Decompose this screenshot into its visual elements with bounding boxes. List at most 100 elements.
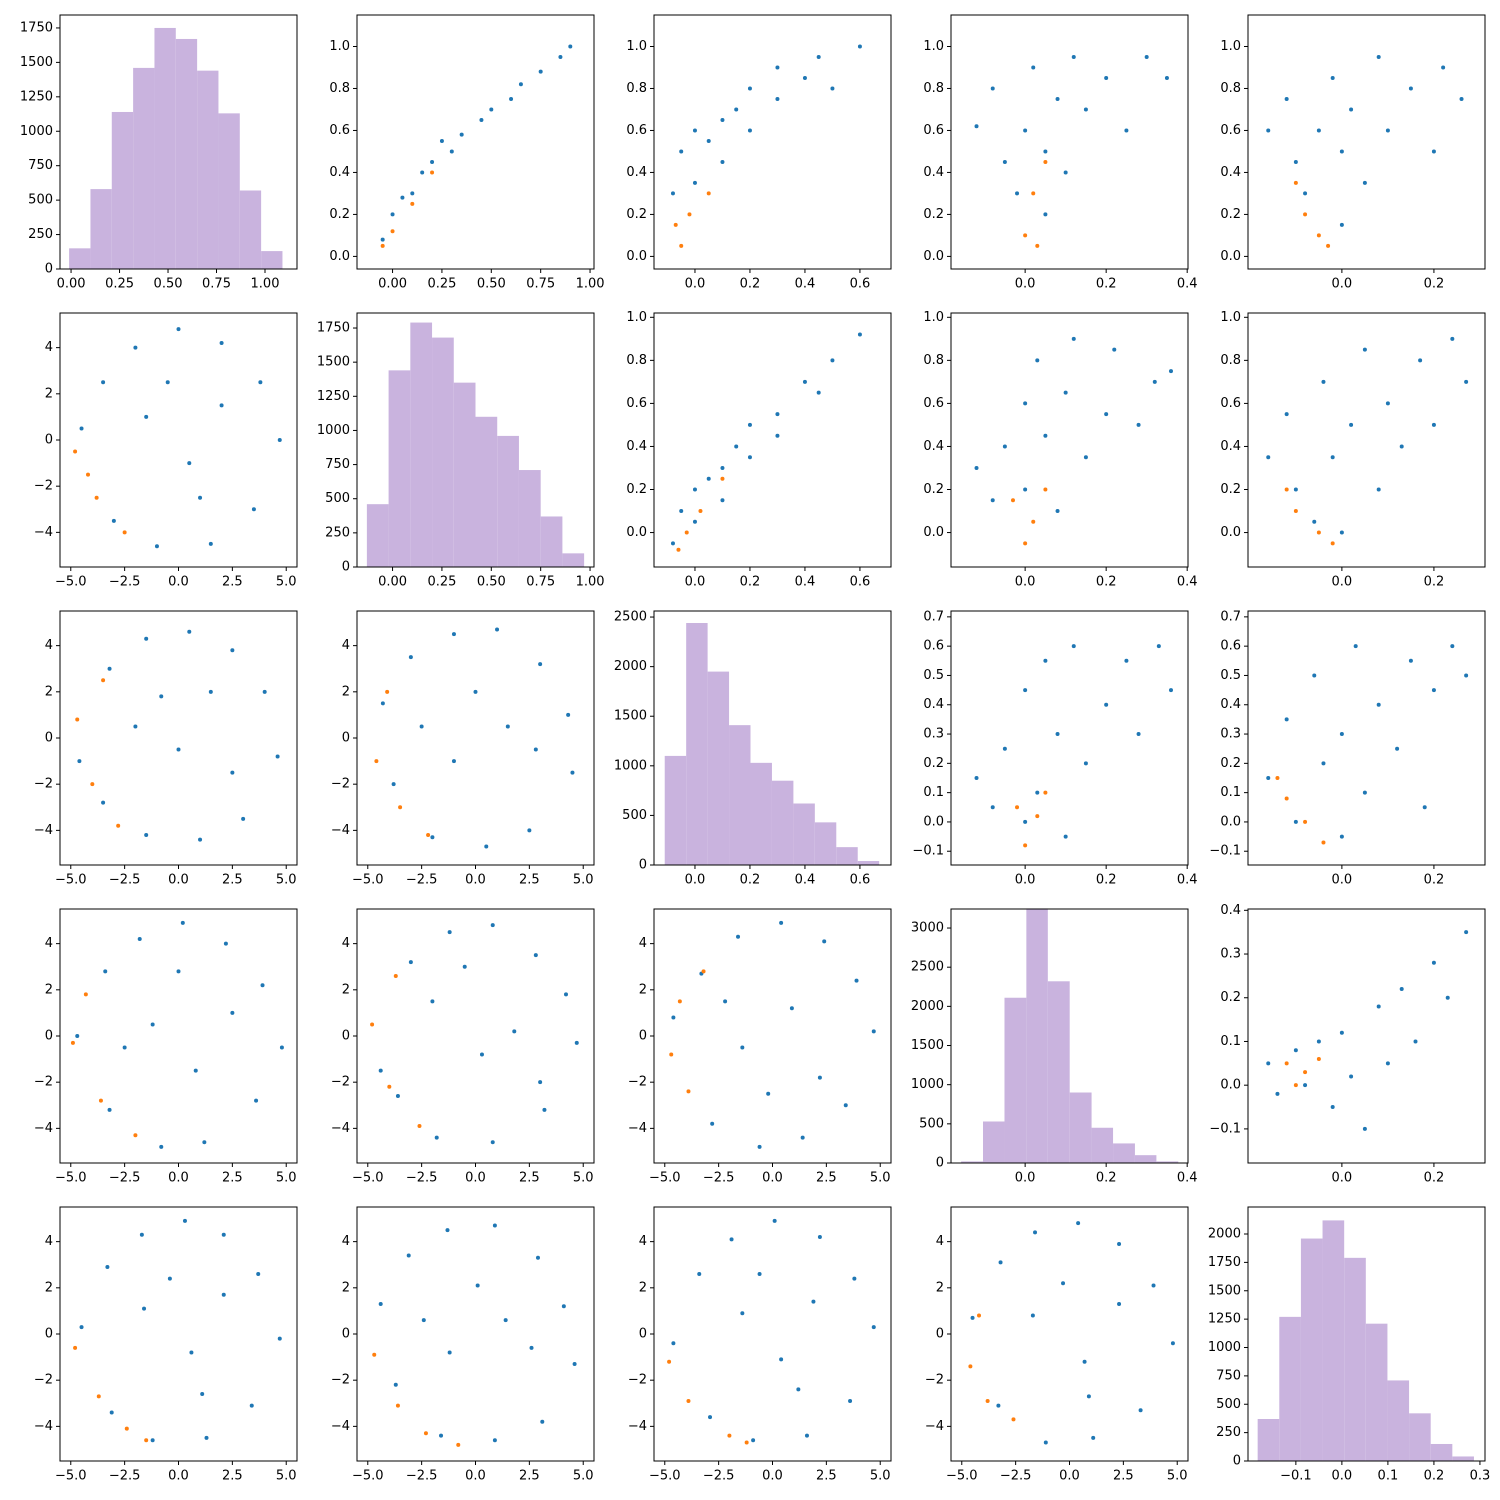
y-tick-label: −2 xyxy=(331,1075,350,1090)
y-tick-label: 2500 xyxy=(911,960,944,975)
scatter-point xyxy=(79,1325,84,1330)
scatter-point xyxy=(378,1068,383,1073)
scatter-point xyxy=(447,930,452,935)
scatter-point xyxy=(1033,1230,1038,1235)
y-tick-label: 1000 xyxy=(911,1077,944,1092)
x-tick-label: 0.0 xyxy=(168,873,189,888)
scatter-point xyxy=(142,1306,147,1311)
scatter-point xyxy=(811,1299,816,1304)
x-tick-label: 0.75 xyxy=(526,277,555,292)
scatter-point xyxy=(1330,1105,1335,1110)
hist-bar xyxy=(664,755,687,865)
y-tick-label: 4 xyxy=(936,1234,944,1249)
scatter-point xyxy=(848,1398,853,1403)
scatter-point xyxy=(1339,149,1344,154)
y-tick-label: 0.1 xyxy=(1220,1034,1241,1049)
y-tick-label: −2 xyxy=(34,777,53,792)
y-tick-label: 0.4 xyxy=(1220,165,1241,180)
scatter-point xyxy=(538,69,543,74)
y-tick-label: 4 xyxy=(342,936,350,951)
scatter-point xyxy=(572,1362,577,1367)
hist-bar xyxy=(1409,1413,1431,1461)
y-tick-label: 2000 xyxy=(614,659,647,674)
scatter-point xyxy=(150,1438,155,1443)
y-tick-label: 0 xyxy=(45,433,53,448)
y-tick-label: 1.0 xyxy=(1220,310,1241,325)
scatter-point xyxy=(1293,159,1298,164)
scatter-point xyxy=(676,547,681,552)
x-tick-label: 2.5 xyxy=(816,1469,837,1484)
scatter-point xyxy=(1010,498,1015,503)
scatter-point xyxy=(198,495,203,500)
scatter-point xyxy=(439,138,444,143)
scatter-point xyxy=(380,701,385,706)
x-tick-label: 2.5 xyxy=(222,1171,243,1186)
y-tick-label: 4 xyxy=(45,638,53,653)
scatter-point xyxy=(1349,107,1354,112)
scatter-point xyxy=(843,1103,848,1108)
y-tick-label: 2 xyxy=(342,1280,350,1295)
scatter-point xyxy=(1316,1056,1321,1061)
panel: 0.00 0.25 0.50 0.75 1.00 0.0 0.2 0.4 0.6 0.8 1.0 xyxy=(329,14,605,292)
scatter-point xyxy=(687,212,692,217)
hist-bar xyxy=(90,189,112,269)
x-tick-label: 0.6 xyxy=(850,575,871,590)
scatter-point xyxy=(1316,233,1321,238)
scatter-point xyxy=(747,455,752,460)
scatter-point xyxy=(94,495,99,500)
scatter-point xyxy=(1312,673,1317,678)
scatter-point xyxy=(492,1438,497,1443)
scatter-point xyxy=(710,1121,715,1126)
x-tick-label: 0.75 xyxy=(202,277,231,292)
axes-frame xyxy=(950,14,1189,270)
y-tick-label: 0.0 xyxy=(1220,1078,1241,1093)
y-tick-label: 3000 xyxy=(911,921,944,936)
y-tick-label: 0.6 xyxy=(1220,123,1241,138)
y-tick-label: −4 xyxy=(331,823,350,838)
scatter-point xyxy=(775,433,780,438)
scatter-point xyxy=(1284,717,1289,722)
scatter-point xyxy=(83,992,88,997)
scatter-point xyxy=(1035,243,1040,248)
scatter-point xyxy=(1086,1394,1091,1399)
y-tick-label: 0.2 xyxy=(1220,990,1241,1005)
scatter-point xyxy=(817,1075,822,1080)
x-tick-label: 0.4 xyxy=(1177,1171,1198,1186)
panel: −5.0 −2.5 0.0 2.5 5.0 −4 −2 0 2 4 xyxy=(34,1206,298,1484)
scatter-point xyxy=(1376,54,1381,59)
scatter-point xyxy=(230,1010,235,1015)
scatter-point xyxy=(679,149,684,154)
scatter-point xyxy=(456,1442,461,1447)
hist-bar xyxy=(750,762,772,865)
scatter-point xyxy=(1339,834,1344,839)
scatter-point xyxy=(766,1091,771,1096)
scatter-point xyxy=(990,86,995,91)
scatter-point xyxy=(1266,775,1271,780)
x-tick-label: 0.00 xyxy=(378,575,407,590)
y-tick-label: 0.4 xyxy=(1220,697,1241,712)
y-tick-label: 0.6 xyxy=(923,396,944,411)
y-tick-label: 0.6 xyxy=(329,123,350,138)
scatter-point xyxy=(1330,75,1335,80)
scatter-point xyxy=(1266,128,1271,133)
scatter-point xyxy=(1284,796,1289,801)
y-tick-label: 0.2 xyxy=(626,207,647,222)
scatter-point xyxy=(772,1218,777,1223)
hist-bar xyxy=(1322,1220,1345,1461)
scatter-point xyxy=(542,1107,547,1112)
y-tick-label: 500 xyxy=(1216,1397,1241,1412)
y-tick-label: 1500 xyxy=(20,55,53,70)
scatter-point xyxy=(489,107,494,112)
hist-bar xyxy=(1344,1257,1366,1461)
scatter-point xyxy=(974,124,979,129)
scatter-point xyxy=(1275,1091,1280,1096)
scatter-point xyxy=(1303,1083,1308,1088)
scatter-point xyxy=(509,96,514,101)
scatter-point xyxy=(1385,401,1390,406)
axes-frame xyxy=(356,610,595,866)
x-tick-label: 0.50 xyxy=(477,575,506,590)
scatter-point xyxy=(390,212,395,217)
panel: 0.0 0.2 0.4 −0.1 0.0 0.1 0.2 0.3 0.4 0.5 0.6 0.7 xyxy=(912,609,1197,887)
scatter-point xyxy=(1043,658,1048,663)
x-tick-label: 0.2 xyxy=(740,575,761,590)
